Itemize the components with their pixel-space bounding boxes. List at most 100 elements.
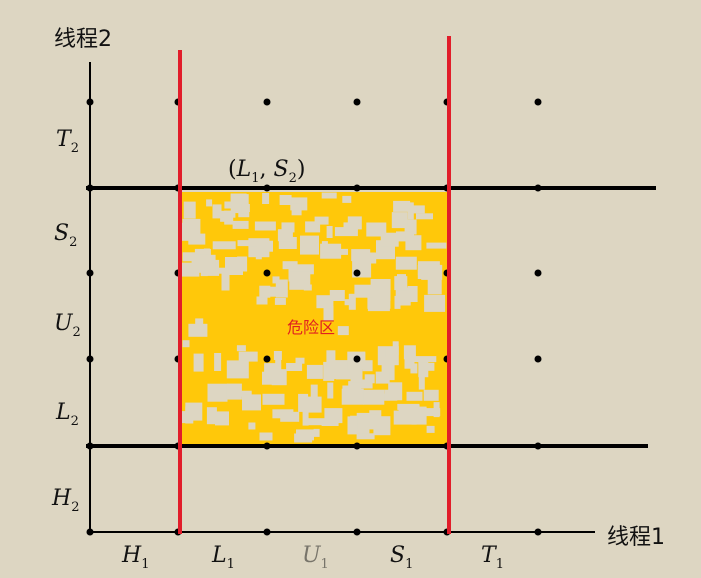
danger-zone-speckle	[237, 240, 258, 247]
danger-zone-speckle	[182, 340, 190, 348]
danger-zone-speckle	[275, 279, 288, 298]
danger-zone-speckle	[323, 305, 334, 321]
danger-zone-speckle	[385, 346, 394, 358]
danger-zone	[180, 192, 448, 444]
x-tick-l1: L1	[211, 543, 235, 572]
x-tick-t1: T1	[481, 543, 504, 572]
y-tick-s2: S2	[54, 221, 77, 250]
x-tick-u1: U1	[302, 543, 329, 572]
grid-point	[353, 269, 361, 277]
danger-zone-speckle	[225, 257, 243, 275]
danger-zone-speckle	[238, 390, 252, 397]
danger-zone-speckle	[248, 422, 256, 430]
danger-zone-speckle	[418, 358, 429, 378]
y-tick-h2: H2	[51, 486, 79, 515]
grid-point	[353, 98, 361, 106]
grid-point	[534, 355, 542, 363]
danger-zone-speckle	[367, 295, 390, 312]
danger-zone-speckle	[273, 351, 282, 360]
danger-zone-speckle	[370, 279, 391, 290]
danger-zone-speckle	[224, 210, 234, 225]
danger-zone-speckle	[212, 204, 222, 219]
danger-zone-speckle	[363, 389, 385, 405]
danger-zone-speckle	[188, 323, 208, 337]
x-tick-s1: S1	[390, 543, 413, 572]
danger-zone-speckle	[395, 287, 411, 306]
danger-zone-speckle	[280, 411, 300, 422]
danger-zone-speckle	[206, 407, 217, 425]
danger-zone-speckle	[327, 382, 334, 399]
danger-zone-speckle	[341, 388, 364, 405]
danger-zone-speckle	[411, 406, 427, 425]
danger-zone-speckle	[232, 220, 249, 229]
x-tick-labels: H1 L1 U1 S1 T1	[121, 543, 504, 572]
danger-zone-speckle	[414, 356, 437, 363]
danger-zone-speckle	[323, 361, 335, 381]
danger-zone-speckle	[354, 284, 374, 298]
danger-zone-speckle	[423, 389, 439, 401]
danger-zone-speckle	[343, 222, 352, 236]
danger-zone-speckle	[302, 396, 322, 413]
danger-zone-speckle	[195, 318, 204, 326]
grid-point	[353, 355, 361, 363]
danger-zone-speckle	[421, 264, 443, 280]
grid-point	[263, 355, 271, 363]
danger-zone-speckle	[403, 345, 416, 360]
danger-zone-speckle	[397, 403, 420, 410]
danger-zone-speckle	[226, 383, 242, 400]
danger-zone-speckle	[433, 402, 440, 418]
danger-zone-speckle	[329, 290, 345, 301]
danger-zone-speckle	[221, 272, 230, 291]
danger-zone-speckle	[405, 235, 422, 251]
danger-zone-speckle	[326, 350, 336, 370]
danger-zone-speckle	[358, 352, 366, 369]
grid-point	[534, 269, 542, 277]
danger-zone-speckle	[206, 199, 213, 207]
danger-zone-speckle	[277, 229, 293, 242]
y-tick-u2: U2	[54, 311, 81, 340]
danger-zone-speckle	[300, 235, 319, 255]
danger-zone-speckle	[182, 218, 201, 236]
danger-zone-speckle	[424, 294, 446, 312]
danger-zone-speckle	[394, 276, 408, 291]
danger-zone-speckle	[289, 271, 311, 290]
danger-zone-speckle	[279, 195, 292, 205]
danger-zone-speckle	[307, 418, 328, 426]
danger-zone-speckle	[393, 410, 417, 425]
danger-zone-speckle	[351, 249, 371, 262]
danger-zone-speckle	[411, 205, 425, 214]
danger-zone-speckle	[182, 252, 202, 262]
danger-zone-speckle	[263, 286, 280, 297]
danger-zone-speckle	[275, 357, 282, 373]
danger-zone-speckle	[314, 216, 329, 225]
danger-zone-speckle	[380, 232, 399, 247]
danger-zone-speckle	[192, 254, 216, 273]
danger-zone-speckle	[407, 202, 414, 220]
danger-zone-speckle	[180, 411, 189, 424]
danger-zone-speckle	[393, 200, 411, 212]
danger-zone-label: 危险区	[287, 318, 335, 337]
danger-zone-speckle	[423, 408, 441, 417]
danger-zone-speckle	[305, 221, 321, 233]
danger-zone-speckle	[306, 364, 323, 379]
y-tick-labels: H2 L2 U2 S2 T2	[51, 127, 81, 515]
danger-zone-speckle	[337, 326, 349, 336]
danger-zone-speckle	[426, 242, 447, 249]
danger-zone-speckle	[293, 264, 314, 275]
danger-zone-speckle	[362, 360, 373, 372]
danger-zone-speckle	[183, 201, 196, 219]
danger-zone-speckle	[396, 231, 414, 242]
danger-zone-speckle	[350, 363, 363, 383]
danger-zone-speckle	[241, 204, 250, 212]
danger-zone-speckle	[254, 221, 276, 231]
danger-zone-speckle	[259, 285, 271, 298]
danger-zone-speckle	[295, 357, 305, 364]
danger-zone-speckle	[274, 297, 286, 305]
danger-zone-speckle	[320, 243, 342, 259]
danger-zone-speckle	[193, 353, 204, 372]
danger-zone-speckle	[207, 383, 228, 402]
danger-zone-speckle	[427, 275, 442, 295]
y-axis-title: 线程2	[54, 27, 112, 52]
x-tick-h1: H1	[121, 543, 149, 572]
